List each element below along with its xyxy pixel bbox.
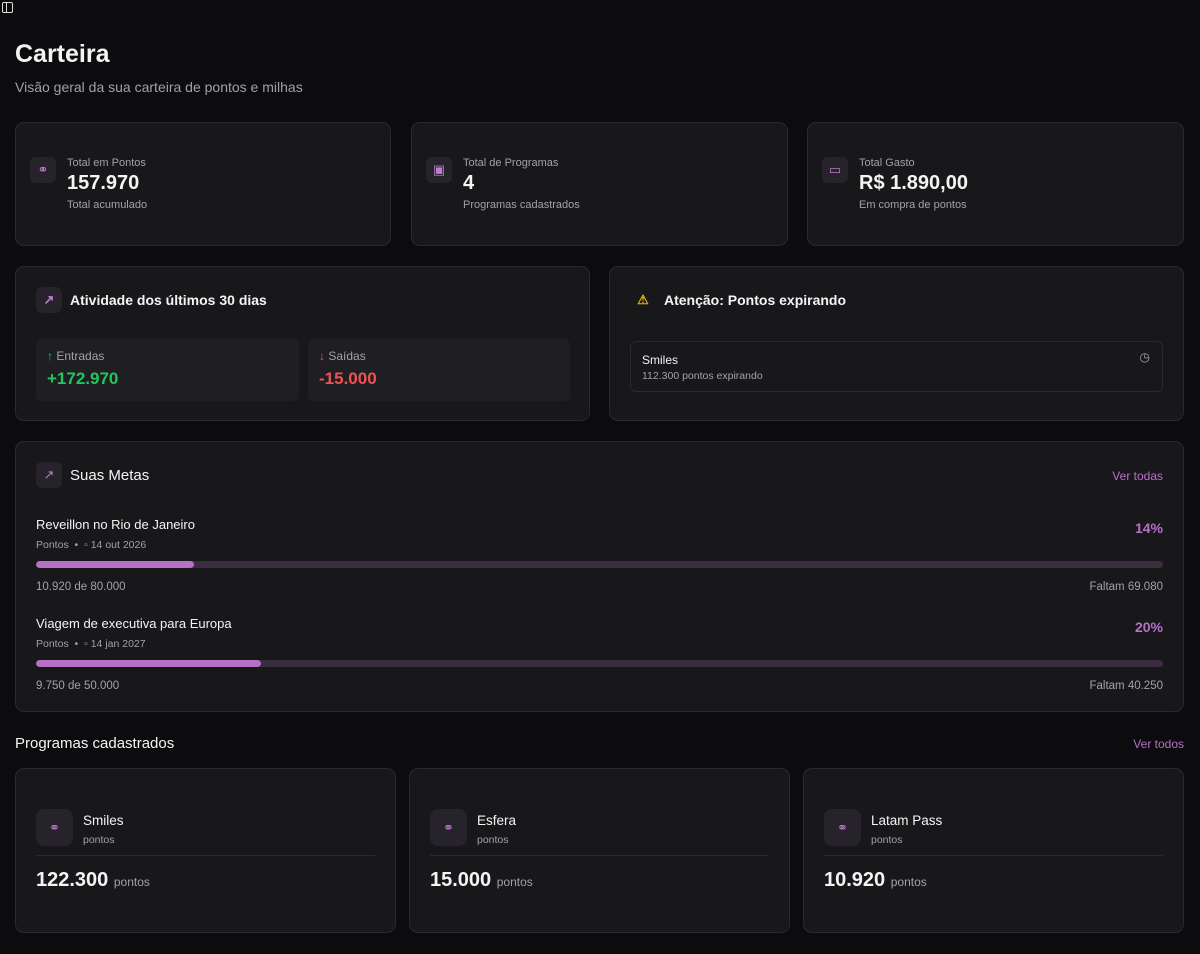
- stat-label: Total de Programas: [463, 157, 559, 169]
- goal-date: 14 jan 2027: [90, 638, 146, 650]
- goal-progress-fill: [36, 660, 262, 667]
- goal-progress-bar: [36, 660, 1163, 667]
- sidebar-toggle-icon[interactable]: [2, 2, 13, 13]
- banknote-icon: ▭: [822, 157, 848, 183]
- goal-item[interactable]: Reveillon no Rio de Janeiro Pontos • ▫ 1…: [36, 517, 1163, 593]
- divider: [430, 855, 769, 856]
- trending-up-icon: ↗: [36, 287, 62, 313]
- program-balance-unit: pontos: [496, 875, 533, 889]
- goal-date: 14 out 2026: [90, 539, 147, 551]
- activity-title: Atividade dos últimos 30 dias: [70, 292, 267, 308]
- calendar-clock-icon: ◷: [1139, 350, 1150, 364]
- entries-box: ↑ Entradas +172.970: [36, 339, 299, 401]
- calendar-icon: ▫: [84, 539, 88, 551]
- goal-remaining: Faltam 40.250: [1089, 680, 1163, 692]
- stat-label: Total em Pontos: [67, 157, 146, 169]
- wallet-icon: ▣: [426, 157, 452, 183]
- program-balance: 15.000: [430, 869, 492, 891]
- program-name: Smiles: [83, 813, 124, 828]
- stat-card-total-points: ⚭ Total em Pontos 157.970 Total acumulado: [15, 122, 391, 246]
- warning-icon: ⚠: [637, 292, 649, 307]
- program-balance-unit: pontos: [890, 875, 927, 889]
- stat-value: 4: [463, 172, 475, 194]
- goal-item[interactable]: Viagem de executiva para Europa Pontos •…: [36, 616, 1163, 692]
- program-name: Latam Pass: [871, 813, 943, 828]
- program-card[interactable]: ⚭ Smiles pontos 122.300 pontos: [15, 768, 396, 933]
- program-card[interactable]: ⚭ Latam Pass pontos 10.920 pontos: [803, 768, 1184, 933]
- program-balance: 122.300: [36, 869, 109, 891]
- expiring-item[interactable]: Smiles 112.300 pontos expirando ◷: [630, 341, 1163, 392]
- stat-label: Total Gasto: [859, 157, 915, 169]
- goal-progress-fill: [36, 561, 194, 568]
- page-title: Carteira: [15, 40, 110, 68]
- exits-value: -15.000: [319, 369, 377, 388]
- goal-current: 10.920 de 80.000: [36, 581, 126, 593]
- stat-sub: Programas cadastrados: [463, 199, 580, 211]
- goal-name: Viagem de executiva para Europa: [36, 616, 232, 631]
- stat-value: R$ 1.890,00: [859, 172, 968, 194]
- see-all-programs-link[interactable]: Ver todos: [1133, 737, 1184, 751]
- goal-current: 9.750 de 50.000: [36, 680, 120, 692]
- stat-card-spent: ▭ Total Gasto R$ 1.890,00 Em compra de pon…: [807, 122, 1184, 246]
- expiring-detail: 112.300 pontos expirando: [642, 370, 763, 382]
- goals-card: ↗ Suas Metas Ver todas Reveillon no Rio d…: [15, 441, 1184, 712]
- entries-label: Entradas: [56, 349, 105, 363]
- goals-title: Suas Metas: [70, 466, 150, 484]
- arrow-down-icon: ↓: [319, 349, 325, 363]
- program-name: Esfera: [477, 813, 517, 828]
- stat-card-programs: ▣ Total de Programas 4 Programas cadastrad…: [411, 122, 788, 246]
- see-all-goals-link[interactable]: Ver todas: [1112, 469, 1163, 483]
- goal-progress-bar: [36, 561, 1163, 568]
- exits-box: ↓ Saídas -15.000: [308, 339, 570, 401]
- expiring-program: Smiles: [642, 353, 679, 367]
- coins-icon: ⚭: [30, 157, 56, 183]
- program-balance-unit: pontos: [113, 875, 150, 889]
- program-unit: pontos: [83, 834, 115, 846]
- expiring-card: ⚠ Atenção: Pontos expirando Smiles 112.30…: [609, 266, 1184, 421]
- program-balance: 10.920: [824, 869, 886, 891]
- coins-icon: ⚭: [36, 809, 73, 846]
- activity-card: ↗ Atividade dos últimos 30 dias ↑ Entrada…: [15, 266, 590, 421]
- expiring-title: Atenção: Pontos expirando: [664, 292, 847, 308]
- calendar-icon: ▫: [84, 638, 88, 650]
- program-card[interactable]: ⚭ Esfera pontos 15.000 pontos: [409, 768, 790, 933]
- arrow-up-icon: ↑: [47, 349, 53, 363]
- coins-icon: ⚭: [430, 809, 467, 846]
- stat-sub: Em compra de pontos: [859, 199, 967, 211]
- page-subtitle: Visão geral da sua carteira de pontos e …: [15, 79, 303, 95]
- goal-remaining: Faltam 69.080: [1089, 581, 1163, 593]
- goal-name: Reveillon no Rio de Janeiro: [36, 517, 195, 532]
- program-unit: pontos: [477, 834, 509, 846]
- entries-value: +172.970: [47, 369, 119, 388]
- divider: [824, 855, 1163, 856]
- goal-type: Pontos: [36, 638, 69, 650]
- exits-label: Saídas: [328, 349, 366, 363]
- goal-percent: 14%: [1134, 520, 1163, 536]
- programs-title: Programas cadastrados: [15, 735, 175, 752]
- goal-type: Pontos: [36, 539, 69, 551]
- program-unit: pontos: [871, 834, 903, 846]
- divider: [36, 855, 375, 856]
- stat-value: 157.970: [67, 172, 140, 194]
- stat-sub: Total acumulado: [67, 199, 148, 211]
- goal-percent: 20%: [1134, 619, 1163, 635]
- coins-icon: ⚭: [824, 809, 861, 846]
- trending-up-icon: ↗: [36, 462, 62, 488]
